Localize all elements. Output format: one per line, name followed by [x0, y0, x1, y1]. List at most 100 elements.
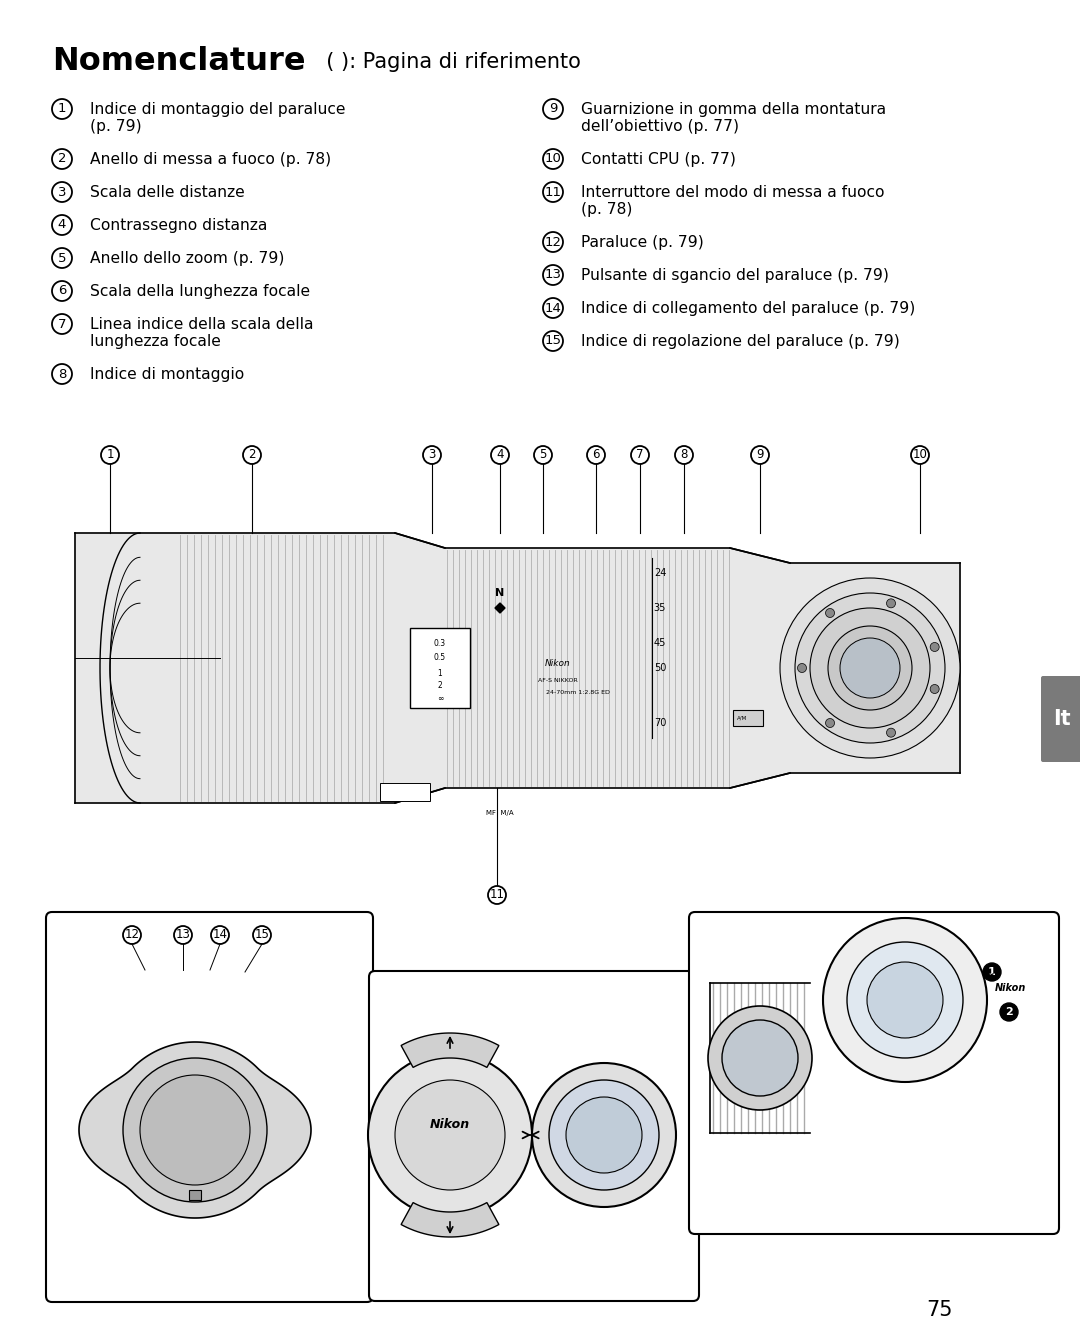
FancyBboxPatch shape	[46, 912, 373, 1302]
Text: 14: 14	[544, 302, 562, 314]
Text: Indice di collegamento del paraluce (p. 79): Indice di collegamento del paraluce (p. …	[581, 301, 915, 316]
Circle shape	[52, 148, 72, 168]
Text: Pulsante di sgancio del paraluce (p. 79): Pulsante di sgancio del paraluce (p. 79)	[581, 267, 889, 283]
Bar	[189, 1190, 201, 1201]
Text: 14: 14	[213, 928, 228, 941]
Text: 0.5: 0.5	[434, 654, 446, 663]
Circle shape	[847, 943, 963, 1058]
Text: Nikon: Nikon	[430, 1119, 470, 1131]
Circle shape	[52, 247, 72, 267]
Text: 50: 50	[653, 663, 666, 673]
Circle shape	[887, 599, 895, 608]
Circle shape	[253, 927, 271, 944]
Circle shape	[566, 1096, 642, 1173]
Text: Guarnizione in gomma della montatura: Guarnizione in gomma della montatura	[581, 102, 886, 118]
Text: 1: 1	[437, 668, 443, 678]
Circle shape	[631, 447, 649, 464]
Text: 12: 12	[124, 928, 139, 941]
Circle shape	[368, 1054, 532, 1217]
Polygon shape	[401, 1202, 499, 1237]
Circle shape	[549, 1080, 659, 1190]
Text: ∞: ∞	[436, 694, 443, 702]
Circle shape	[52, 182, 72, 202]
Circle shape	[543, 298, 563, 318]
Text: MF  M/A: MF M/A	[486, 810, 514, 816]
Text: 10: 10	[544, 152, 562, 166]
Circle shape	[930, 643, 940, 651]
Circle shape	[828, 626, 912, 710]
Circle shape	[723, 1020, 798, 1096]
Text: dell’obiettivo (p. 77): dell’obiettivo (p. 77)	[581, 119, 739, 134]
Text: 35: 35	[653, 603, 666, 612]
Text: 75: 75	[927, 1300, 954, 1320]
Text: 11: 11	[489, 889, 504, 901]
Circle shape	[102, 447, 119, 464]
Text: Indice di montaggio del paraluce: Indice di montaggio del paraluce	[90, 102, 346, 118]
Circle shape	[797, 663, 807, 673]
Circle shape	[123, 1058, 267, 1202]
Circle shape	[825, 608, 835, 618]
FancyBboxPatch shape	[369, 971, 699, 1301]
Text: 10: 10	[913, 448, 928, 461]
Text: lunghezza focale: lunghezza focale	[90, 334, 221, 349]
Text: Contatti CPU (p. 77): Contatti CPU (p. 77)	[581, 152, 735, 167]
Text: 2: 2	[437, 682, 443, 690]
Circle shape	[488, 886, 507, 904]
Text: Interruttore del modo di messa a fuoco: Interruttore del modo di messa a fuoco	[581, 185, 885, 201]
Text: Indice di montaggio: Indice di montaggio	[90, 366, 244, 382]
Text: 9: 9	[756, 448, 764, 461]
Circle shape	[887, 729, 895, 737]
Circle shape	[588, 447, 605, 464]
Text: AF-S NIKKOR: AF-S NIKKOR	[538, 678, 578, 682]
Bar	[410, 628, 470, 709]
Circle shape	[532, 1063, 676, 1207]
Circle shape	[930, 685, 940, 694]
Circle shape	[1000, 1003, 1018, 1021]
Text: 1: 1	[988, 967, 996, 977]
FancyBboxPatch shape	[689, 912, 1059, 1234]
Circle shape	[534, 447, 552, 464]
Text: 15: 15	[255, 928, 269, 941]
Circle shape	[243, 447, 261, 464]
Text: 5: 5	[539, 448, 546, 461]
Circle shape	[123, 927, 141, 944]
Text: Contrassegno distanza: Contrassegno distanza	[90, 218, 268, 233]
Text: (p. 79): (p. 79)	[90, 119, 141, 134]
Text: 1: 1	[57, 103, 66, 115]
Text: 15: 15	[544, 334, 562, 348]
Circle shape	[983, 963, 1001, 981]
Circle shape	[810, 608, 930, 729]
Text: 4: 4	[58, 218, 66, 231]
Circle shape	[780, 578, 960, 758]
Text: 12: 12	[544, 235, 562, 249]
Text: 2: 2	[248, 448, 256, 461]
Text: (p. 78): (p. 78)	[581, 202, 633, 217]
Circle shape	[52, 364, 72, 384]
Circle shape	[543, 148, 563, 168]
Text: 24-70mm 1:2.8G ED: 24-70mm 1:2.8G ED	[545, 690, 609, 695]
Text: Nikon: Nikon	[995, 983, 1026, 993]
Text: Scala delle distanze: Scala delle distanze	[90, 185, 245, 201]
Circle shape	[52, 281, 72, 301]
Text: Anello dello zoom (p. 79): Anello dello zoom (p. 79)	[90, 251, 284, 266]
Text: 11: 11	[544, 186, 562, 198]
Text: 6: 6	[58, 285, 66, 298]
Text: Paraluce (p. 79): Paraluce (p. 79)	[581, 235, 704, 250]
Polygon shape	[75, 533, 960, 804]
Polygon shape	[495, 603, 505, 612]
Text: 24: 24	[653, 568, 666, 578]
Text: 8: 8	[58, 368, 66, 381]
Circle shape	[52, 314, 72, 334]
Text: 9: 9	[549, 103, 557, 115]
Text: 7: 7	[57, 317, 66, 330]
Text: Nikon: Nikon	[544, 659, 570, 667]
Text: 3: 3	[57, 186, 66, 198]
Text: 1: 1	[106, 448, 113, 461]
Text: Anello di messa a fuoco (p. 78): Anello di messa a fuoco (p. 78)	[90, 152, 332, 167]
Circle shape	[675, 447, 693, 464]
Circle shape	[840, 638, 900, 698]
Circle shape	[708, 1005, 812, 1110]
Circle shape	[823, 919, 987, 1082]
Circle shape	[867, 963, 943, 1038]
Text: 6: 6	[592, 448, 599, 461]
